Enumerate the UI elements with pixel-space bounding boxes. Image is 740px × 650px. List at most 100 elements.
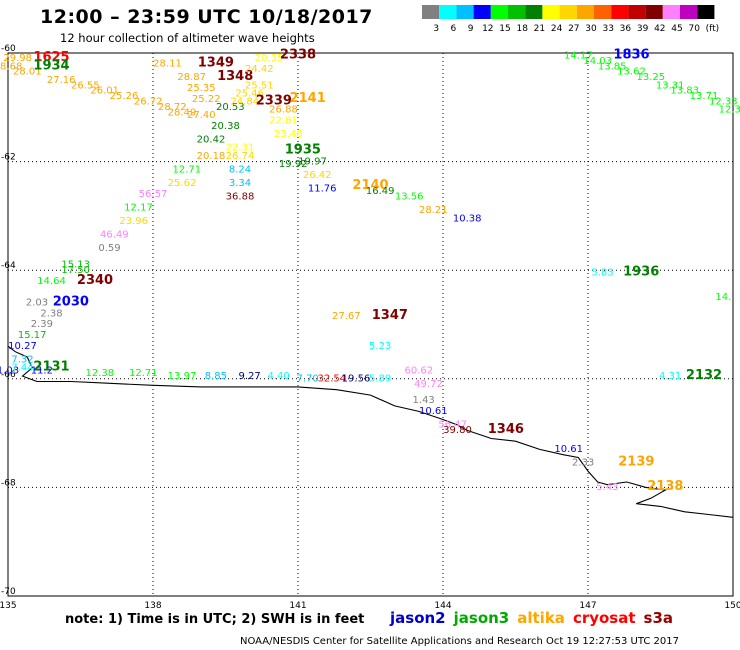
wave-height-label: 7.32 bbox=[11, 355, 33, 366]
wave-height-label: 12.71 bbox=[173, 164, 202, 175]
wave-height-label: 25.26 bbox=[110, 91, 139, 102]
wave-height-label: 25.35 bbox=[187, 83, 216, 94]
wave-height-label: 2.39 bbox=[31, 319, 53, 330]
wave-height-label: 20.42 bbox=[197, 135, 226, 146]
wave-height-label: 22.81 bbox=[269, 116, 298, 127]
satellite-legend-altika: altika bbox=[517, 609, 565, 627]
legend-swatch bbox=[697, 5, 715, 19]
wave-height-label: 9.27 bbox=[239, 371, 261, 382]
wave-height-label: 15.17 bbox=[18, 330, 47, 341]
legend-swatch bbox=[680, 5, 698, 19]
pass-time-label: 1348 bbox=[217, 69, 253, 84]
wave-height-label: 14.17 bbox=[564, 50, 593, 61]
pass-time-label: 2132 bbox=[686, 368, 722, 383]
wave-height-label: 28.01 bbox=[13, 67, 42, 78]
wave-height-label: 25.51 bbox=[245, 80, 274, 91]
wave-height-label: 29.98 bbox=[3, 53, 32, 64]
satellite-legend-jason3: jason3 bbox=[453, 609, 510, 627]
pass-time-label: 2138 bbox=[647, 479, 683, 494]
legend-swatch bbox=[611, 5, 629, 19]
satellite-legend-jason2: jason2 bbox=[390, 609, 446, 627]
wave-height-map: 135 138 141 144 147 150 -60 -62 -64 -66 -68 -70 29.9… bbox=[0, 44, 740, 610]
wave-height-label: 0.59 bbox=[98, 243, 120, 254]
wave-height-label: 32.54 bbox=[318, 374, 347, 385]
wave-height-label: 11.76 bbox=[308, 183, 337, 194]
legend-swatch bbox=[490, 5, 508, 19]
pass-time-label: 1346 bbox=[488, 422, 524, 437]
wave-height-label: 26.74 bbox=[226, 151, 255, 162]
wave-height-label: 26.42 bbox=[303, 170, 332, 181]
wave-height-label: 20.35 bbox=[255, 53, 284, 64]
wave-height-label: 7.44 bbox=[11, 363, 33, 374]
wave-height-label: 20.53 bbox=[216, 102, 245, 113]
wave-height-label: 4.40 bbox=[268, 371, 290, 382]
wave-height-label: 11.2 bbox=[31, 365, 53, 376]
wave-height-label: 22.31 bbox=[226, 143, 255, 154]
wave-height-label: 36.88 bbox=[226, 192, 255, 203]
units-note: note: 1) Time is in UTC; 2) SWH is in fe… bbox=[65, 612, 365, 627]
wave-height-label: 5.83 bbox=[591, 268, 613, 279]
wave-height-label: 5.43 bbox=[596, 482, 618, 493]
wave-height-label: 2.38 bbox=[40, 308, 62, 319]
wave-height-label: 13.56 bbox=[395, 192, 424, 203]
legend-label: 6 bbox=[451, 24, 457, 34]
wave-height-label: 28.68 bbox=[0, 61, 22, 72]
map-title: 12:00 – 23:59 UTC 10/18/2017 bbox=[40, 6, 373, 28]
wave-height-label: 56.47 bbox=[438, 420, 467, 431]
longitude-tick-label: 144 bbox=[434, 601, 451, 610]
wave-height-label: 1.43 bbox=[413, 395, 435, 406]
wave-height-label: 25.46 bbox=[235, 88, 264, 99]
legend-label: 70 bbox=[688, 24, 700, 34]
legend-label: 39 bbox=[637, 24, 649, 34]
wave-height-label: 24.84 bbox=[231, 97, 260, 108]
wave-height-label: 10.61 bbox=[419, 406, 448, 417]
legend-swatch bbox=[662, 5, 680, 19]
wave-height-label: 5.23 bbox=[369, 341, 391, 352]
longitude-tick-label: 141 bbox=[289, 601, 306, 610]
wave-height-label: 28.21 bbox=[419, 205, 448, 216]
wave-height-label: 60.62 bbox=[405, 365, 434, 376]
wave-height-label: 3.34 bbox=[229, 178, 251, 189]
wave-height-label: 8.24 bbox=[229, 164, 251, 175]
pass-time-label: 2131 bbox=[33, 360, 69, 375]
legend-label: 21 bbox=[534, 24, 545, 34]
pass-time-label: 1347 bbox=[372, 308, 408, 323]
longitude-tick-label: 147 bbox=[579, 601, 596, 610]
wave-height-label: 13.83 bbox=[670, 86, 699, 97]
legend-label: 42 bbox=[654, 24, 665, 34]
legend-label: 33 bbox=[602, 24, 613, 34]
legend-swatch bbox=[525, 5, 543, 19]
pass-time-label: 1836 bbox=[613, 47, 649, 62]
legend-label: 15 bbox=[499, 24, 510, 34]
wave-height-label: 4.31 bbox=[659, 371, 681, 382]
legend-swatch bbox=[594, 5, 612, 19]
legend-label: 18 bbox=[516, 24, 528, 34]
legend-swatch bbox=[473, 5, 491, 19]
wave-height-label: 14.03 bbox=[583, 56, 612, 67]
wave-height-label: 13.25 bbox=[637, 72, 666, 83]
wave-height-label: 25.22 bbox=[192, 94, 221, 105]
legend-swatch bbox=[628, 5, 646, 19]
legend-swatch bbox=[508, 5, 526, 19]
legend-swatch bbox=[645, 5, 663, 19]
wave-height-label: 26.55 bbox=[71, 80, 100, 91]
latitude-tick-label: -70 bbox=[1, 587, 16, 597]
wave-height-label: 10.38 bbox=[453, 213, 482, 224]
credit-line: NOAA/NESDIS Center for Satellite Applica… bbox=[240, 636, 679, 647]
wave-height-label: 2.33 bbox=[572, 458, 594, 469]
pass-time-label: 1625 bbox=[33, 50, 69, 65]
wave-height-label: 20.38 bbox=[211, 121, 240, 132]
wave-height-label: 13.97 bbox=[168, 371, 197, 382]
legend-label: 36 bbox=[620, 24, 632, 34]
legend-unit: (ft) bbox=[706, 24, 720, 34]
wave-height-label: 19.56 bbox=[342, 374, 371, 385]
wave-height-color-legend: 3 6 9 12 15 18 21 24 27 30 33 36 39 42 45 70 (ft) bbox=[422, 5, 720, 34]
wave-height-label: 7.70 bbox=[297, 374, 319, 385]
pass-time-label: 1934 bbox=[33, 58, 69, 73]
wave-height-label: 2.03 bbox=[26, 297, 48, 308]
wave-height-label: 10.27 bbox=[8, 341, 37, 352]
pass-time-label: 2338 bbox=[280, 47, 316, 62]
map-subtitle: 12 hour collection of altimeter wave hei… bbox=[60, 31, 315, 45]
wave-height-label: 19.97 bbox=[298, 156, 327, 167]
wave-height-label: 27.16 bbox=[47, 75, 76, 86]
